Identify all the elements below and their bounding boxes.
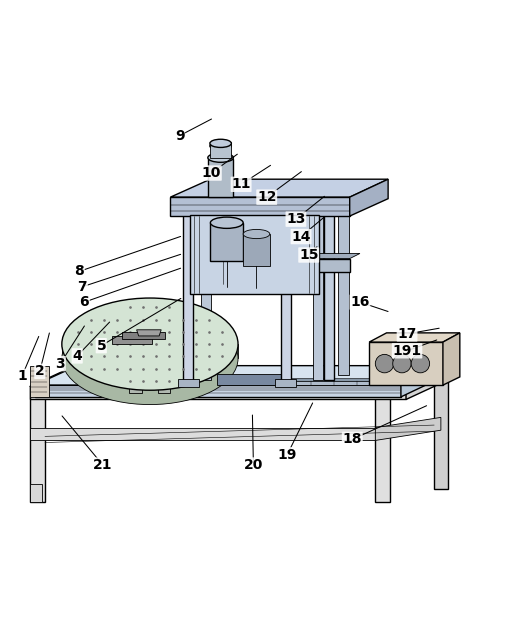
Polygon shape: [375, 417, 441, 441]
Polygon shape: [350, 179, 388, 216]
Polygon shape: [208, 159, 233, 197]
Polygon shape: [29, 366, 48, 397]
Polygon shape: [369, 342, 443, 385]
Polygon shape: [135, 359, 164, 379]
Polygon shape: [401, 366, 441, 397]
Polygon shape: [210, 223, 243, 261]
Polygon shape: [29, 366, 448, 387]
Ellipse shape: [210, 142, 231, 150]
Text: 14: 14: [291, 230, 311, 244]
Polygon shape: [170, 197, 350, 216]
Polygon shape: [29, 387, 406, 399]
Polygon shape: [443, 333, 460, 385]
Circle shape: [411, 354, 430, 373]
Text: 17: 17: [398, 327, 417, 341]
Text: 191: 191: [392, 344, 422, 358]
Text: 6: 6: [79, 295, 89, 309]
Polygon shape: [313, 190, 323, 380]
Polygon shape: [190, 215, 319, 295]
Polygon shape: [29, 387, 45, 502]
Text: 9: 9: [175, 129, 184, 143]
Text: 3: 3: [56, 357, 65, 371]
Polygon shape: [170, 179, 388, 197]
Polygon shape: [112, 336, 152, 344]
Polygon shape: [129, 386, 142, 393]
Text: 20: 20: [244, 458, 263, 472]
Text: 16: 16: [350, 295, 370, 309]
Text: 1: 1: [17, 370, 27, 384]
Polygon shape: [243, 234, 270, 266]
Polygon shape: [122, 332, 165, 339]
Ellipse shape: [62, 298, 238, 391]
Polygon shape: [434, 374, 448, 489]
Polygon shape: [178, 379, 199, 387]
Polygon shape: [201, 190, 211, 380]
Ellipse shape: [210, 139, 231, 147]
Text: 4: 4: [72, 349, 82, 363]
Polygon shape: [375, 387, 390, 502]
Text: 2: 2: [35, 364, 45, 378]
Text: 21: 21: [93, 458, 113, 472]
Circle shape: [393, 354, 411, 373]
Polygon shape: [369, 333, 460, 342]
Polygon shape: [158, 386, 170, 393]
Text: 18: 18: [342, 432, 362, 446]
Text: 10: 10: [202, 166, 221, 180]
Text: 13: 13: [286, 212, 305, 226]
Polygon shape: [281, 253, 360, 258]
Polygon shape: [104, 378, 370, 381]
Polygon shape: [216, 374, 288, 385]
Polygon shape: [128, 379, 171, 386]
Polygon shape: [62, 344, 238, 359]
Ellipse shape: [210, 217, 243, 229]
Text: 5: 5: [96, 338, 106, 352]
Polygon shape: [35, 366, 441, 385]
Polygon shape: [281, 194, 291, 385]
Polygon shape: [29, 427, 375, 441]
Polygon shape: [210, 144, 231, 157]
Polygon shape: [136, 330, 161, 336]
Circle shape: [375, 354, 394, 373]
Text: 12: 12: [257, 190, 277, 204]
Text: 19: 19: [278, 448, 297, 462]
Text: 7: 7: [77, 280, 87, 294]
Polygon shape: [29, 484, 42, 502]
Polygon shape: [324, 199, 334, 380]
Polygon shape: [276, 379, 296, 387]
Text: 8: 8: [74, 264, 84, 278]
Polygon shape: [104, 381, 370, 385]
Text: 11: 11: [231, 177, 251, 191]
Polygon shape: [281, 258, 350, 272]
Polygon shape: [406, 366, 448, 399]
Polygon shape: [183, 194, 194, 385]
Ellipse shape: [243, 229, 270, 239]
Ellipse shape: [62, 312, 238, 404]
Text: 15: 15: [299, 248, 318, 262]
Polygon shape: [338, 199, 349, 375]
Ellipse shape: [208, 153, 233, 163]
Polygon shape: [35, 385, 401, 397]
